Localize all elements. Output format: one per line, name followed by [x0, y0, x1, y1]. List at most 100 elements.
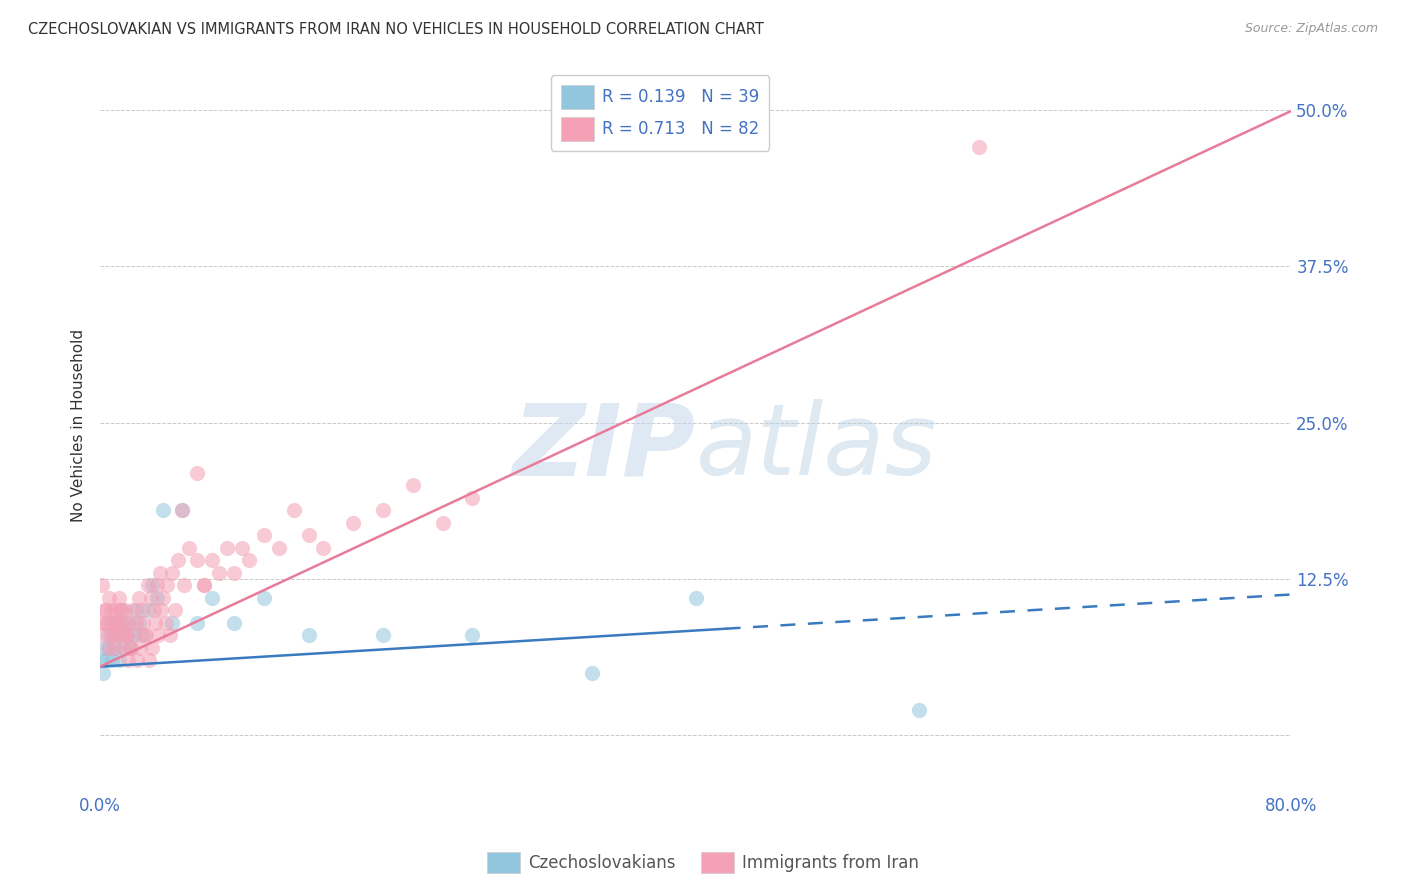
Y-axis label: No Vehicles in Household: No Vehicles in Household: [72, 329, 86, 522]
Point: [110, 603, 132, 617]
Point: [105, 628, 128, 642]
Point: [107, 628, 129, 642]
Point: [112, 615, 135, 630]
Point: [97, 640, 120, 655]
Point: [238, 553, 260, 567]
Point: [371, 628, 394, 642]
Point: [93, 603, 115, 617]
Point: [94, 653, 117, 667]
Point: [148, 628, 170, 642]
Point: [115, 628, 138, 642]
Point: [131, 628, 153, 642]
Point: [128, 591, 150, 605]
Point: [179, 541, 201, 555]
Point: [111, 640, 134, 655]
Point: [159, 628, 181, 642]
Point: [110, 603, 132, 617]
Point: [115, 628, 138, 642]
Point: [224, 566, 246, 580]
Point: [91, 628, 114, 642]
Point: [908, 703, 931, 717]
Point: [124, 628, 146, 642]
Point: [342, 516, 364, 530]
Point: [90, 615, 112, 630]
Point: [253, 528, 276, 542]
Point: [90, 578, 112, 592]
Point: [186, 553, 208, 567]
Point: [129, 640, 152, 655]
Point: [117, 615, 139, 630]
Point: [231, 541, 253, 555]
Point: [107, 615, 129, 630]
Point: [166, 553, 188, 567]
Point: [93, 640, 115, 655]
Point: [215, 541, 238, 555]
Point: [132, 615, 155, 630]
Point: [461, 628, 484, 642]
Point: [100, 615, 122, 630]
Point: [152, 503, 174, 517]
Point: [193, 578, 215, 592]
Point: [100, 628, 122, 642]
Point: [312, 541, 335, 555]
Point: [145, 591, 167, 605]
Point: [142, 603, 165, 617]
Point: [139, 591, 162, 605]
Point: [685, 591, 707, 605]
Point: [136, 578, 159, 592]
Point: [103, 628, 125, 642]
Point: [111, 615, 134, 630]
Point: [98, 640, 121, 655]
Point: [170, 503, 193, 517]
Point: [402, 478, 425, 492]
Point: [117, 615, 139, 630]
Point: [149, 566, 172, 580]
Point: [125, 603, 148, 617]
Point: [122, 603, 145, 617]
Point: [97, 615, 120, 630]
Legend: R = 0.139   N = 39, R = 0.713   N = 82: R = 0.139 N = 39, R = 0.713 N = 82: [551, 75, 769, 151]
Point: [90, 653, 112, 667]
Point: [127, 653, 149, 667]
Point: [461, 491, 484, 505]
Point: [297, 528, 319, 542]
Point: [101, 628, 124, 642]
Point: [125, 615, 148, 630]
Point: [108, 653, 131, 667]
Point: [155, 615, 177, 630]
Point: [141, 578, 163, 592]
Point: [93, 603, 115, 617]
Point: [145, 578, 167, 592]
Point: [122, 628, 145, 642]
Point: [224, 615, 246, 630]
Point: [152, 591, 174, 605]
Point: [173, 578, 195, 592]
Point: [208, 566, 231, 580]
Point: [114, 628, 136, 642]
Point: [138, 653, 160, 667]
Point: [143, 615, 166, 630]
Text: ZIP: ZIP: [513, 399, 696, 496]
Point: [94, 615, 117, 630]
Point: [193, 578, 215, 592]
Text: atlas: atlas: [696, 399, 938, 496]
Point: [297, 628, 319, 642]
Point: [141, 640, 163, 655]
Point: [118, 640, 141, 655]
Point: [112, 640, 135, 655]
Point: [100, 603, 122, 617]
Text: Source: ZipAtlas.com: Source: ZipAtlas.com: [1244, 22, 1378, 36]
Point: [581, 665, 603, 680]
Point: [135, 628, 157, 642]
Point: [283, 503, 305, 517]
Point: [170, 503, 193, 517]
Point: [163, 603, 186, 617]
Point: [103, 640, 125, 655]
Point: [186, 466, 208, 480]
Point: [117, 653, 139, 667]
Point: [201, 553, 224, 567]
Point: [128, 615, 150, 630]
Point: [134, 628, 156, 642]
Point: [103, 615, 125, 630]
Point: [108, 591, 131, 605]
